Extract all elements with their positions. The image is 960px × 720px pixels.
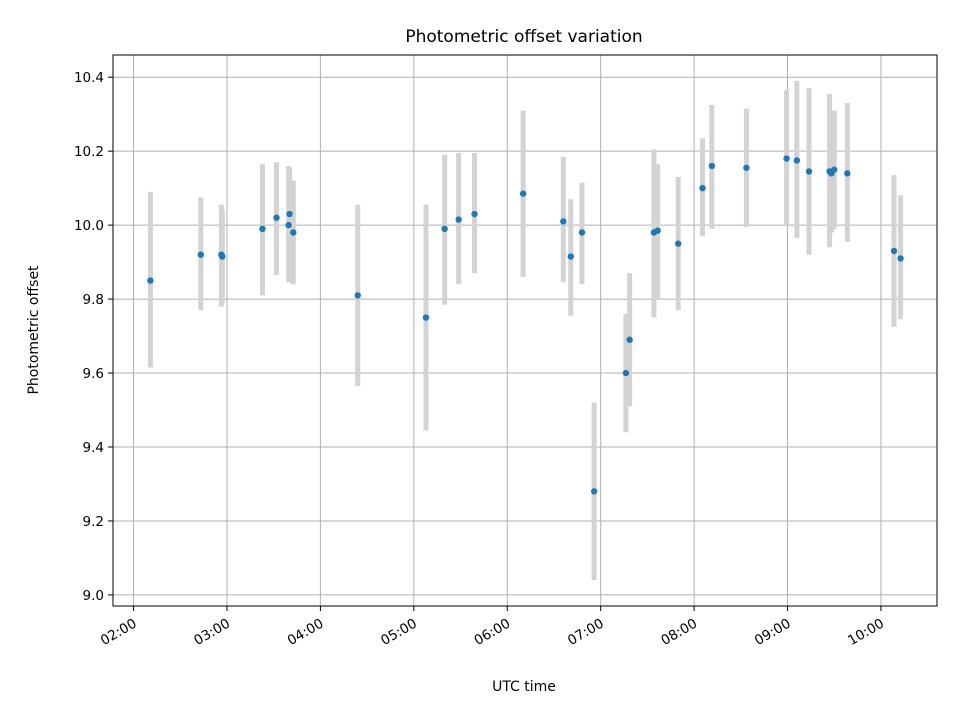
data-point [354, 292, 361, 299]
x-tick-label: 09:00 [752, 616, 794, 649]
data-point [567, 253, 574, 260]
data-points [147, 155, 904, 495]
y-tick-label: 9.2 [83, 514, 104, 530]
x-tick-label: 07:00 [565, 616, 607, 649]
x-axis-ticks: 02:00 03:00 04:00 05:00 06:00 07:00 08:00 09:00… [98, 606, 887, 649]
data-point [805, 168, 813, 175]
data-point [890, 247, 898, 255]
data-point [897, 255, 904, 262]
data-point [259, 225, 266, 233]
y-tick-label: 10.0 [74, 218, 104, 234]
x-tick-label: 03:00 [191, 616, 233, 649]
data-point [219, 253, 226, 260]
data-point [441, 225, 448, 233]
data-point [455, 216, 462, 223]
x-tick-label: 06:00 [472, 616, 514, 649]
data-point [708, 162, 716, 170]
y-axis-label: Photometric offset [26, 265, 42, 395]
y-tick-label: 9.8 [83, 292, 104, 308]
x-tick-label: 02:00 [98, 616, 140, 649]
data-point [422, 314, 430, 321]
data-point [519, 190, 527, 197]
x-axis-label: UTC time [492, 679, 556, 695]
x-tick-label: 05:00 [378, 616, 420, 649]
data-point [560, 218, 567, 225]
data-point [285, 221, 292, 229]
x-tick-label: 04:00 [285, 616, 327, 649]
data-point [793, 157, 801, 164]
data-point [197, 251, 205, 258]
y-tick-label: 9.4 [83, 440, 104, 456]
data-point [622, 369, 630, 377]
chart-title: Photometric offset variation [405, 27, 642, 47]
data-point [578, 229, 586, 236]
y-tick-label: 9.6 [83, 366, 104, 382]
data-point [147, 277, 154, 284]
data-point [844, 170, 851, 177]
data-point [831, 166, 838, 173]
data-point [654, 227, 661, 234]
y-tick-label: 9.0 [83, 588, 104, 604]
data-point [743, 164, 750, 171]
data-point [471, 210, 478, 218]
data-point [286, 210, 293, 218]
data-point [590, 488, 598, 495]
x-tick-label: 08:00 [658, 616, 700, 649]
y-tick-label: 10.2 [74, 144, 104, 160]
data-point [783, 155, 790, 162]
data-point [273, 214, 280, 221]
grid [113, 55, 937, 606]
y-axis-ticks: 9.0 9.2 9.4 9.6 9.8 10.0 10.2 10.4 [74, 70, 113, 604]
y-tick-label: 10.4 [74, 70, 104, 86]
data-point [626, 336, 633, 343]
data-point [699, 184, 706, 192]
x-tick-label: 10:00 [845, 616, 887, 649]
data-point [675, 240, 682, 247]
plot-frame [112, 54, 938, 607]
data-point [290, 229, 297, 236]
